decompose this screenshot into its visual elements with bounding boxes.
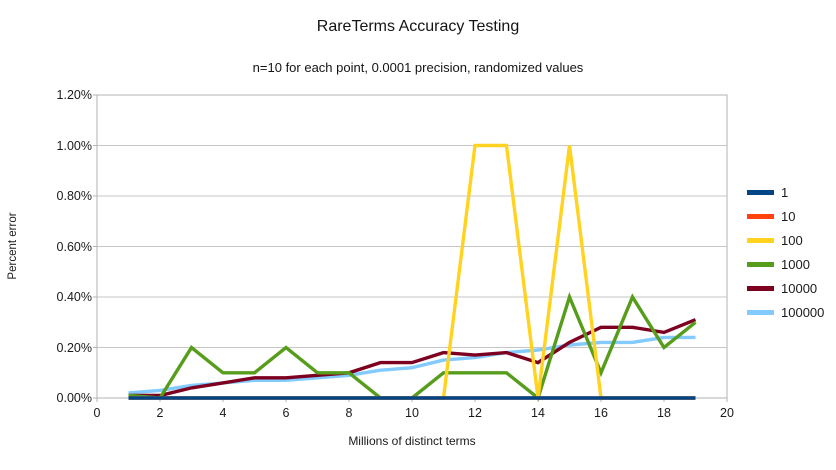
legend-item-10: 10 xyxy=(747,204,824,228)
legend-swatch-icon xyxy=(747,213,774,219)
x-tick-label: 20 xyxy=(720,406,734,420)
y-tick-label: 0.60% xyxy=(56,239,92,254)
x-tick-label: 18 xyxy=(657,406,671,420)
y-tick-label: 0.20% xyxy=(56,340,92,355)
series-line-100 xyxy=(128,143,696,400)
series-line-10000 xyxy=(128,318,697,398)
legend-swatch-icon xyxy=(747,285,774,291)
x-tick-label: 6 xyxy=(282,406,290,420)
legend-swatch-icon xyxy=(747,261,774,267)
x-tick-label: 4 xyxy=(219,406,227,420)
y-tick-label: 0.00% xyxy=(56,391,92,405)
y-tick-label: 1.20% xyxy=(56,88,92,102)
legend-swatch-icon xyxy=(747,309,774,315)
y-tick-label: 1.00% xyxy=(56,138,92,153)
x-tick-label: 12 xyxy=(468,406,482,420)
x-tick-label: 2 xyxy=(156,406,164,420)
y-tick-label: 0.40% xyxy=(56,290,92,304)
legend-item-1: 1 xyxy=(747,180,824,204)
chart-subtitle: n=10 for each point, 0.0001 precision, r… xyxy=(252,60,584,75)
legend-label: 1000 xyxy=(781,256,810,272)
x-tick-label: 8 xyxy=(345,406,353,420)
legend-label: 100000 xyxy=(781,304,825,320)
legend-swatch-icon xyxy=(747,237,774,243)
legend-label: 10000 xyxy=(781,280,818,296)
chart-title: RareTerms Accuracy Testing xyxy=(316,18,520,35)
legend-label: 10 xyxy=(781,208,796,224)
legend-label: 100 xyxy=(781,232,803,248)
x-tick-label: 14 xyxy=(531,406,545,420)
legend-item-1000: 1000 xyxy=(747,252,824,276)
legend-item-10000: 10000 xyxy=(747,276,824,300)
x-tick-label: 0 xyxy=(93,406,101,420)
y-tick-label: 0.80% xyxy=(56,189,92,203)
legend-swatch-icon xyxy=(747,189,774,195)
legend-item-100000: 100000 xyxy=(747,300,824,324)
x-tick-label: 10 xyxy=(405,406,419,420)
legend: 1 10 100 1000 10000 100000 xyxy=(747,180,824,324)
legend-item-100: 100 xyxy=(747,228,824,252)
legend-label: 1 xyxy=(781,184,789,200)
x-tick-label: 16 xyxy=(594,406,608,420)
x-axis-title: Millions of distinct terms xyxy=(348,434,476,448)
